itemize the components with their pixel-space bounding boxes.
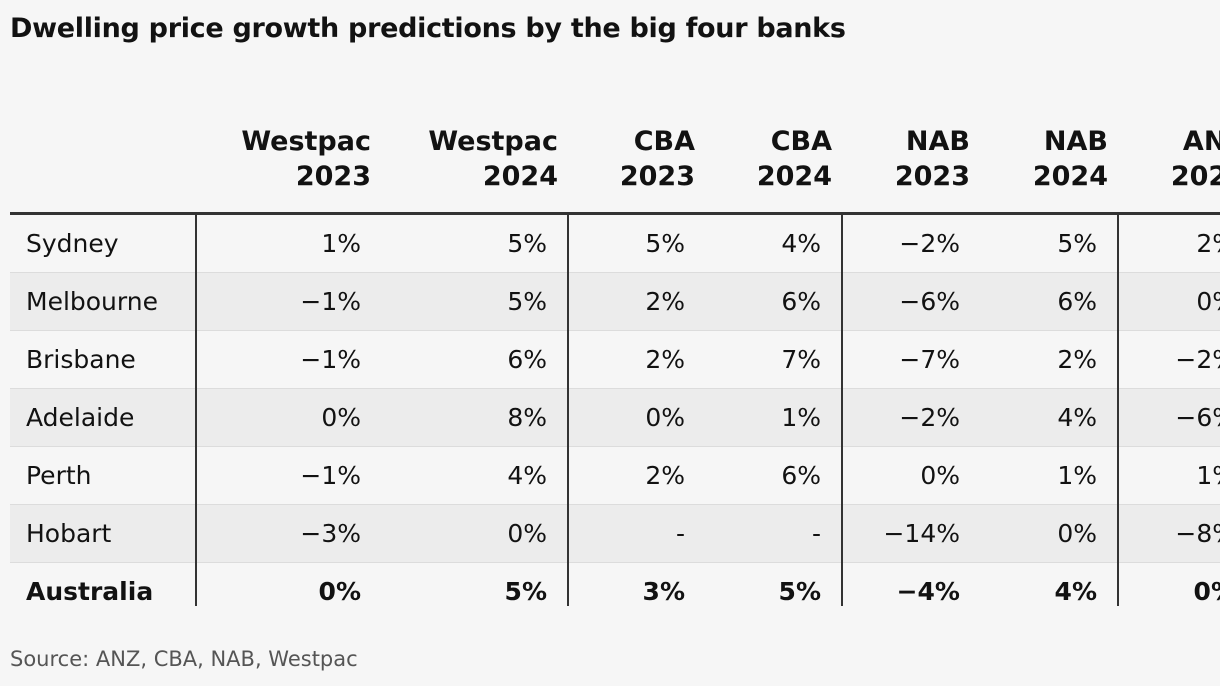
chart-title: Dwelling price growth predictions by the… bbox=[10, 13, 846, 44]
table-cell: −4% bbox=[896, 577, 960, 606]
row-label: Hobart bbox=[10, 504, 197, 563]
forecast-table: Westpac 2023 Westpac 2024 CBA 2023 CBA 2024… bbox=[10, 106, 1220, 606]
column-header: ANZ 2023 bbox=[1118, 106, 1220, 215]
row-label: Perth bbox=[10, 446, 197, 505]
table-cell: 1% bbox=[1118, 446, 1220, 505]
table-cell: 5% bbox=[568, 213, 705, 273]
table-viewport[interactable]: Westpac 2023 Westpac 2024 CBA 2023 CBA 2024… bbox=[10, 106, 1220, 606]
column-header: Westpac 2023 bbox=[196, 106, 381, 215]
source-note: Source: ANZ, CBA, NAB, Westpac bbox=[10, 647, 358, 671]
table-cell: 0% bbox=[842, 446, 980, 505]
table-cell: 4% bbox=[980, 562, 1119, 606]
table-cell: 0% bbox=[1193, 577, 1220, 606]
table-cell: 1% bbox=[980, 446, 1119, 505]
table-cell: 0% bbox=[1118, 272, 1220, 331]
table-cell: 5% bbox=[381, 272, 569, 331]
table-row: Melbourne−1%5%2%6%−6%6%0% bbox=[10, 272, 1220, 331]
header-corner bbox=[10, 106, 196, 215]
table-cell: −1% bbox=[196, 330, 381, 389]
table-cell: −2% bbox=[842, 213, 980, 273]
table-cell: 2% bbox=[980, 330, 1119, 389]
column-header: CBA 2024 bbox=[705, 106, 842, 215]
table-cell: 0% bbox=[381, 504, 569, 563]
table-row: Brisbane−1%6%2%7%−7%2%−2% bbox=[10, 330, 1220, 389]
table-cell: −2% bbox=[1118, 330, 1220, 389]
header-row: Westpac 2023 Westpac 2024 CBA 2023 CBA 2024… bbox=[10, 106, 1220, 215]
table-cell: 1% bbox=[705, 388, 843, 447]
column-header: Westpac 2024 bbox=[381, 106, 568, 215]
row-label: Australia bbox=[10, 562, 197, 606]
table-row: Australia 0% 5% 3% 5% −4% 4% 0% bbox=[10, 562, 1220, 606]
table-cell: 1% bbox=[196, 213, 381, 273]
table-cell: 0% bbox=[196, 388, 381, 447]
table-cell: 4% bbox=[381, 446, 569, 505]
table-cell: 4% bbox=[705, 213, 843, 273]
table-cell: −3% bbox=[196, 504, 381, 563]
table-cell: 2% bbox=[1118, 213, 1220, 273]
table-cell: 7% bbox=[705, 330, 843, 389]
table-row: Perth−1%4%2%6%0%1%1% bbox=[10, 446, 1220, 505]
table-cell: −7% bbox=[842, 330, 980, 389]
table-body: Sydney1%5%5%4%−2%5%2%Melbourne−1%5%2%6%−… bbox=[10, 213, 1220, 606]
table-row: Hobart−3%0%--−14%0%−8% bbox=[10, 504, 1220, 563]
table-cell: 6% bbox=[705, 272, 843, 331]
table-cell: 5% bbox=[705, 562, 843, 606]
table-cell: 0% bbox=[980, 504, 1119, 563]
table-cell: - bbox=[705, 504, 843, 563]
table-cell: 0% bbox=[318, 577, 361, 606]
column-header: NAB 2024 bbox=[980, 106, 1118, 215]
table-cell: 8% bbox=[381, 388, 569, 447]
table-cell: 0% bbox=[568, 388, 705, 447]
table-cell: −8% bbox=[1118, 504, 1220, 563]
table-cell: −1% bbox=[196, 446, 381, 505]
table-cell: −1% bbox=[196, 272, 381, 331]
row-label: Adelaide bbox=[10, 388, 197, 447]
row-label: Brisbane bbox=[10, 330, 197, 389]
table-cell: 2% bbox=[568, 330, 705, 389]
table-cell: - bbox=[568, 504, 705, 563]
table-cell: 6% bbox=[705, 446, 843, 505]
table-cell: 4% bbox=[980, 388, 1119, 447]
table-cell: 5% bbox=[381, 562, 569, 606]
table-cell: 6% bbox=[381, 330, 569, 389]
table-cell: −6% bbox=[842, 272, 980, 331]
table-cell: −6% bbox=[1118, 388, 1220, 447]
table-cell: −2% bbox=[842, 388, 980, 447]
table-cell: 6% bbox=[980, 272, 1119, 331]
table-cell: 5% bbox=[980, 213, 1119, 273]
row-label: Melbourne bbox=[10, 272, 197, 331]
table-cell: 3% bbox=[642, 577, 685, 606]
table-cell: 5% bbox=[381, 213, 569, 273]
table-cell: −14% bbox=[842, 504, 980, 563]
column-header: CBA 2023 bbox=[568, 106, 705, 215]
table-header: Westpac 2023 Westpac 2024 CBA 2023 CBA 2024… bbox=[10, 106, 1220, 215]
table-cell: 2% bbox=[568, 446, 705, 505]
column-header: NAB 2023 bbox=[842, 106, 980, 215]
row-label: Sydney bbox=[10, 213, 197, 273]
table-cell: 2% bbox=[568, 272, 705, 331]
